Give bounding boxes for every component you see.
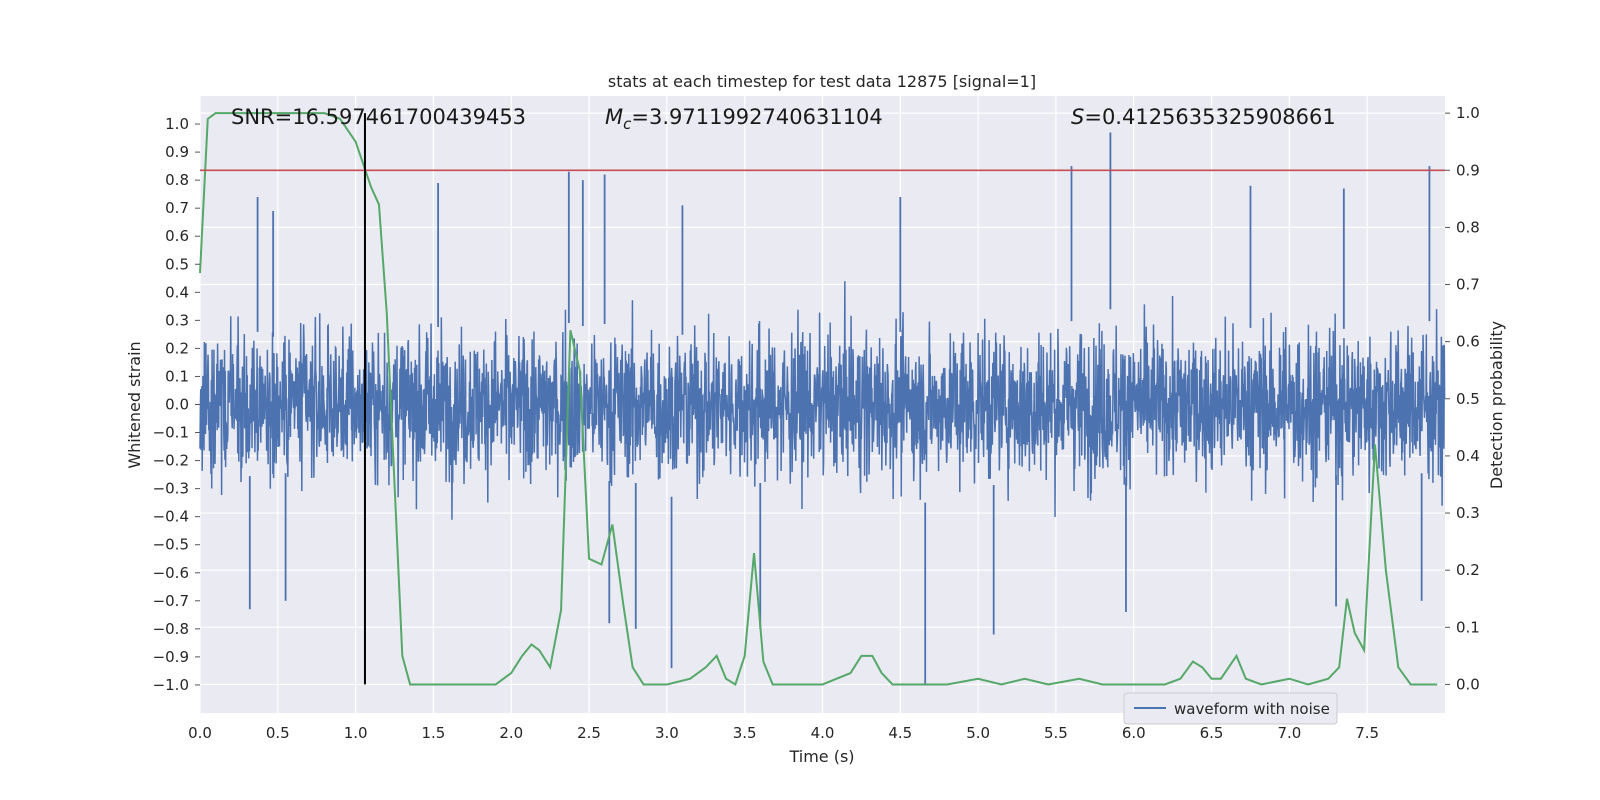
y-tick-label: 0.4 — [165, 283, 189, 301]
x-tick-label: 7.5 — [1355, 724, 1379, 742]
x-tick-label: 6.5 — [1200, 724, 1224, 742]
x-tick-label: 2.0 — [499, 724, 523, 742]
x-axis-label: Time (s) — [788, 747, 854, 766]
ticks: 0.0 0.5 1.0 1.5 2.0 2.5 3.0 3.5 4.0 4.5 5.0 5.5 6.0 6… — [153, 104, 1480, 742]
legend: waveform with noise — [1123, 692, 1338, 725]
y-tick-label: 0.6 — [165, 227, 189, 245]
mc-symbol: M — [605, 105, 623, 129]
overlays — [200, 113, 1445, 685]
y-tick-label: 0.0 — [165, 396, 189, 414]
waveform-series — [199, 132, 1446, 685]
y-tick-label: −0.7 — [153, 592, 189, 610]
x-tick-label: 3.0 — [655, 724, 679, 742]
y-tick-label: −0.9 — [153, 648, 189, 666]
x-tick-label: 1.5 — [422, 724, 446, 742]
x-tick-label: 0.5 — [266, 724, 290, 742]
y-tick-label: 0.2 — [165, 339, 189, 357]
y-tick-label: 0.1 — [165, 367, 189, 385]
y-tick-label: −0.8 — [153, 620, 189, 638]
y-tick-label: −0.5 — [153, 536, 189, 554]
y-tick-label: −0.4 — [153, 508, 189, 526]
y2-tick-label: 0.7 — [1456, 276, 1480, 294]
y-tick-label: 0.7 — [165, 199, 189, 217]
y2-tick-label: 0.5 — [1456, 390, 1480, 408]
probability-line — [199, 112, 1438, 686]
y2-tick-label: 0.1 — [1456, 618, 1480, 636]
y-tick-label: −0.6 — [153, 564, 189, 582]
y2-axis-label: Detection probability — [1487, 321, 1506, 489]
x-tick-label: 6.0 — [1122, 724, 1146, 742]
snr-annotation: SNR=16.597461700439453 — [231, 105, 526, 129]
s-value: =0.4125635325908661 — [1084, 105, 1335, 129]
legend-box — [1123, 692, 1338, 725]
mc-subscript: c — [623, 115, 632, 133]
y2-tick-label: 0.4 — [1456, 447, 1480, 465]
y2-tick-label: 0.8 — [1456, 218, 1480, 236]
y-axis-label: Whitened strain — [125, 341, 144, 468]
x-tick-label: 2.5 — [577, 724, 601, 742]
y2-tick-label: 0.2 — [1456, 561, 1480, 579]
mc-value: =3.9711992740631104 — [631, 105, 882, 129]
x-tick-label: 1.0 — [344, 724, 368, 742]
x-tick-label: 5.5 — [1044, 724, 1068, 742]
y2-tick-label: 1.0 — [1456, 104, 1480, 122]
x-tick-label: 7.0 — [1277, 724, 1301, 742]
y2-tick-label: 0.6 — [1456, 333, 1480, 351]
y-tick-label: 0.8 — [165, 171, 189, 189]
chirp-mass-annotation: Mc=3.9711992740631104 — [605, 105, 883, 133]
y-tick-label: 1.0 — [165, 115, 189, 133]
y-tick-label: −0.1 — [153, 424, 189, 442]
x-tick-label: 0.0 — [188, 724, 212, 742]
y-tick-label: 0.5 — [165, 255, 189, 273]
waveform-line — [199, 281, 1446, 520]
y-tick-label: −0.2 — [153, 452, 189, 470]
y-tick-label: −1.0 — [153, 676, 189, 694]
x-tick-label: 4.0 — [811, 724, 835, 742]
legend-label: waveform with noise — [1174, 700, 1330, 718]
x-tick-label: 5.0 — [966, 724, 990, 742]
probability-series — [199, 112, 1438, 686]
s-symbol: S — [1071, 105, 1084, 129]
y-tick-label: 0.9 — [165, 143, 189, 161]
x-tick-label: 3.5 — [733, 724, 757, 742]
x-tick-label: 4.5 — [888, 724, 912, 742]
y-tick-label: −0.3 — [153, 480, 189, 498]
y2-tick-label: 0.3 — [1456, 504, 1480, 522]
y-tick-label: 0.3 — [165, 311, 189, 329]
y2-tick-label: 0.9 — [1456, 161, 1480, 179]
s-annotation: S=0.4125635325908661 — [1071, 105, 1336, 129]
chart-title: stats at each timestep for test data 128… — [608, 72, 1036, 91]
y2-tick-label: 0.0 — [1456, 675, 1480, 693]
